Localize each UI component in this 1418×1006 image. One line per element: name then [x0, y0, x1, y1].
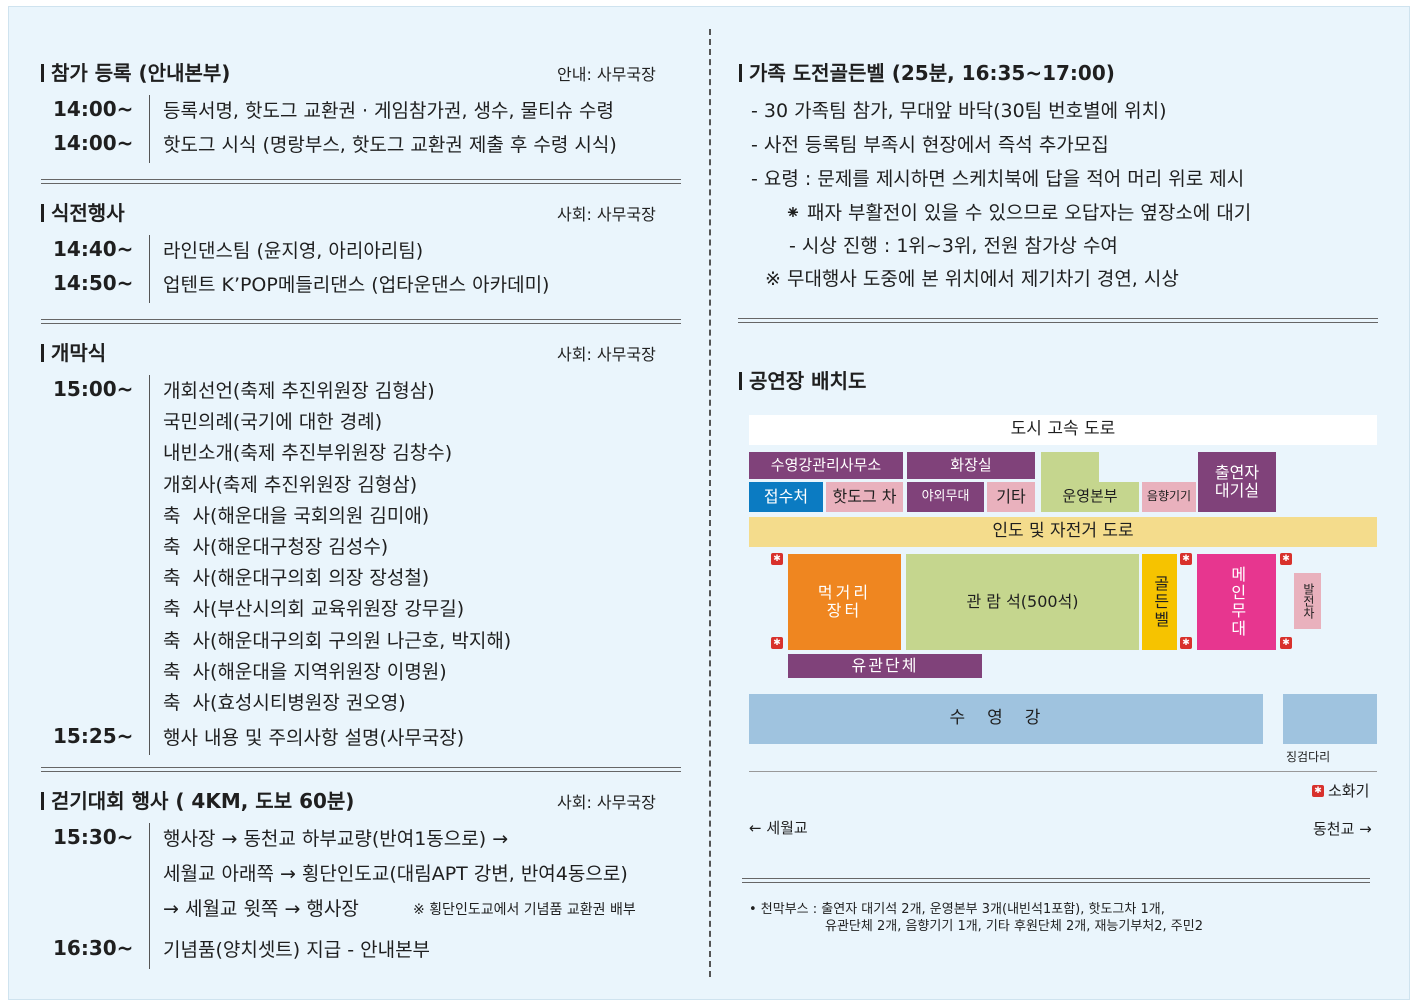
section-registration-host: 안내: 사무국장 [557, 65, 656, 84]
outdoor-stage: 야외무대 [907, 482, 984, 512]
golden-bell-zone: 골든벨 [1142, 554, 1177, 650]
generator-car: 발전차 [1294, 573, 1321, 629]
time-label: 14:40~ [53, 237, 134, 261]
opening-ceremony-item: 축 사(부산시의회 교육위원장 강무길) [163, 598, 465, 621]
time-label: 15:25~ [53, 724, 134, 748]
goldenbell-line: ⁕ 패자 부활전이 있을 수 있으므로 오답자는 옆장소에 대기 [785, 202, 1252, 224]
hotdog-car: 핫도그 차 [826, 482, 903, 512]
schedule-item: 행사장 → 동천교 하부교량(반여1동으로) → [163, 828, 509, 850]
opening-ceremony-item: 개회사(축제 추진위원장 김형삼) [163, 473, 418, 496]
fire-extinguisher-icon: ✱ [1280, 553, 1292, 565]
section-registration-title: 참가 등록 (안내본부) [41, 57, 230, 86]
suyeong-river-office: 수영강관리사무소 [749, 452, 903, 479]
time-label: 14:00~ [53, 97, 134, 121]
goldenbell-line: - 사전 등록팀 부족시 현장에서 즉석 추가모집 [751, 134, 1109, 156]
related-organizations: 유관단체 [788, 654, 982, 678]
performer-waiting-room: 출연자 대기실 [1198, 452, 1276, 512]
venue-map-title: 공연장 배치도 [739, 365, 866, 394]
time-divider [149, 95, 150, 163]
tent-booth-note-line1: • 천막부스 : 출연자 대기석 2개, 운영본부 3개(내빈석1포함), 핫도… [749, 902, 1165, 917]
legend: ✱ 소화기 [1312, 780, 1369, 801]
info-panel: 참가 등록 (안내본부) 안내: 사무국장 14:00~ 등록서명, 핫도그 교… [8, 6, 1410, 1000]
goldenbell-title: 가족 도전골든벨 (25분, 16:35~17:00) [739, 57, 1115, 86]
goldenbell-line: - 요령 : 문제를 제시하면 스케치북에 답을 적어 머리 위로 제시 [751, 168, 1245, 190]
section-walking-title: 걷기대회 행사 ( 4KM, 도보 60분) [41, 785, 354, 814]
direction-right: 동천교 → [1313, 820, 1372, 838]
opening-ceremony-item: 축 사(해운대을 국회의원 김미애) [163, 504, 430, 527]
section-walking-host: 사회: 사무국장 [557, 793, 656, 812]
fire-extinguisher-icon: ✱ [1180, 637, 1192, 649]
stepping-stones-area [1283, 694, 1377, 744]
legend-label: 소화기 [1328, 782, 1370, 800]
main-stage: 메인무대 [1197, 554, 1276, 650]
schedule-item: 기념품(양치셋트) 지급 - 안내본부 [163, 939, 431, 961]
sidewalk-bike-road: 인도 및 자전거 도로 [749, 517, 1377, 547]
section-divider [41, 179, 681, 184]
suyeong-river: 수영강 [749, 694, 1263, 744]
other-booth: 기타 [987, 482, 1035, 512]
schedule-item: 등록서명, 핫도그 교환권 · 게임참가권, 생수, 물티슈 수령 [163, 100, 614, 122]
walking-note: ※ 횡단인도교에서 기념품 교환권 배부 [413, 902, 636, 918]
schedule-item: 핫도그 시식 (명랑부스, 핫도그 교환권 제출 후 수령 시식) [163, 134, 617, 156]
city-highway: 도시 고속 도로 [749, 415, 1377, 445]
time-label: 15:00~ [53, 377, 134, 401]
sound-equipment: 음향기기 [1142, 482, 1196, 512]
opening-ceremony-item: 축 사(해운대구의회 의장 장성철) [163, 567, 430, 590]
opening-ceremony-item: 축 사(해운대구청장 김성수) [163, 536, 389, 558]
fire-extinguisher-icon: ✱ [1280, 637, 1292, 649]
opening-ceremony-item: 축 사(해운대구의회 구의원 나근호, 박지해) [163, 629, 512, 652]
schedule-item: 행사 내용 및 주의사항 설명(사무국장) [163, 727, 465, 749]
section-divider [742, 878, 1370, 883]
center-dashed-divider [709, 29, 711, 977]
reception-booth: 접수처 [749, 482, 823, 512]
fire-extinguisher-icon: ✱ [771, 637, 783, 649]
schedule-item: 업텐트 K’POP메들리댄스 (업타운댄스 아카데미) [163, 274, 550, 296]
time-label: 14:00~ [53, 131, 134, 155]
section-divider [738, 318, 1378, 323]
time-divider [149, 823, 150, 969]
section-divider [41, 767, 681, 772]
time-label: 15:30~ [53, 825, 134, 849]
schedule-item: → 세월교 윗쪽 → 행사장 [163, 898, 359, 920]
time-label: 14:50~ [53, 271, 134, 295]
food-market: 먹거리 장터 [788, 554, 901, 650]
time-divider [149, 235, 150, 303]
section-pre-event-host: 사회: 사무국장 [557, 205, 656, 224]
stepping-stones-label: 징검다리 [1286, 750, 1331, 764]
opening-ceremony-item: 개회선언(축제 추진위원장 김형삼) [163, 380, 435, 402]
section-opening-host: 사회: 사무국장 [557, 345, 656, 364]
opening-ceremony-item: 국민의례(국기에 대한 경례) [163, 411, 383, 434]
section-divider [41, 319, 681, 324]
fire-extinguisher-icon: ✱ [1312, 784, 1324, 797]
opening-ceremony-item: 내빈소개(축제 추진부위원장 김창수) [163, 442, 453, 465]
section-pre-event-title: 식전행사 [41, 197, 125, 226]
audience-seats: 관 람 석(500석) [906, 554, 1139, 650]
goldenbell-line: ※ 무대행사 도중에 본 위치에서 제기차기 경연, 시상 [765, 268, 1179, 290]
opening-ceremony-item: 축 사(해운대을 지역위원장 이명원) [163, 660, 447, 683]
opening-ceremony-item: 축 사(효성시티병원장 권오영) [163, 692, 406, 714]
schedule-item: 라인댄스팀 (윤지영, 아리아리팀) [163, 240, 424, 262]
fire-extinguisher-icon: ✱ [771, 553, 783, 565]
direction-left: ← 세월교 [749, 819, 808, 837]
operation-hq: 운영본부 [1041, 482, 1139, 512]
map-baseline [749, 771, 1377, 772]
restroom: 화장실 [907, 452, 1035, 479]
tent-booth-note-line2: 유관단체 2개, 음향기기 1개, 기타 후원단체 2개, 재능기부처2, 주민… [825, 919, 1203, 934]
fire-extinguisher-icon: ✱ [1180, 553, 1192, 565]
schedule-item: 세월교 아래쪽 → 횡단인도교(대림APT 강변, 반여4동으로) [163, 863, 628, 885]
goldenbell-line: - 30 가족팀 참가, 무대앞 바닥(30팀 번호별에 위치) [751, 100, 1167, 122]
section-opening-title: 개막식 [41, 337, 106, 366]
time-label: 16:30~ [53, 936, 134, 960]
goldenbell-line: - 시상 진행 : 1위~3위, 전원 참가상 수여 [789, 235, 1118, 257]
time-divider [149, 375, 150, 755]
